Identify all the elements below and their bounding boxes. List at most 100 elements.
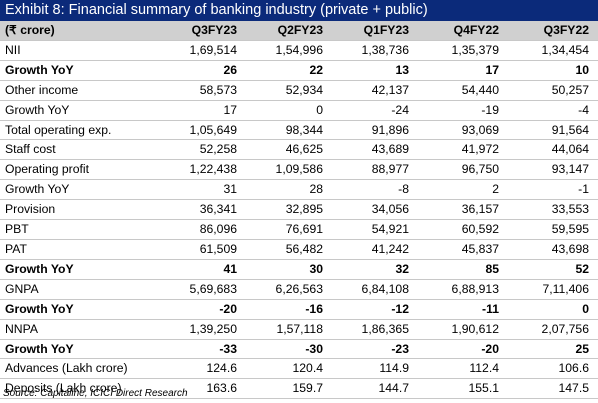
- table-cell: -24: [332, 100, 418, 121]
- table-cell: 144.7: [332, 378, 418, 400]
- table-row: GNPA 5,69,683 6,26,563 6,84,108 6,88,913 7,11…: [0, 279, 598, 300]
- table-cell: 52,934: [246, 80, 332, 101]
- table-cell: 1,05,649: [159, 120, 246, 141]
- table-row: Total operating exp. 1,05,649 98,344 91,896…: [0, 120, 598, 141]
- table-cell: 124.6: [159, 358, 246, 380]
- table-cell: 91,564: [508, 120, 598, 141]
- table-cell: 2: [418, 179, 508, 201]
- table-cell: 52: [508, 259, 598, 280]
- table-cell: 93,147: [508, 159, 598, 181]
- table-cell: 22: [246, 60, 332, 81]
- table-cell: 41,972: [418, 139, 508, 161]
- table-cell: -4: [508, 100, 598, 121]
- exhibit-title: Exhibit 8: Financial summary of banking …: [0, 0, 598, 21]
- financial-summary-table: (₹ crore) Q3FY23 Q2FY23 Q1FY23 Q4FY22 Q3…: [0, 21, 598, 400]
- header-unit: (₹ crore): [0, 21, 159, 41]
- table-cell: 85: [418, 259, 508, 280]
- table-cell: 1,34,454: [508, 40, 598, 61]
- header-q3fy23: Q3FY23: [159, 21, 246, 41]
- table-cell: 1,90,612: [418, 319, 508, 340]
- table-row: Provision 36,341 32,895 34,056 36,157 33,553: [0, 199, 598, 221]
- table-cell: 36,341: [159, 199, 246, 221]
- table-cell: 50,257: [508, 80, 598, 101]
- table-cell: 155.1: [418, 378, 508, 400]
- table-row: Growth YoY -33 -30 -23 -20 25: [0, 339, 598, 360]
- header-q2fy23: Q2FY23: [246, 21, 332, 41]
- table-cell: -33: [159, 339, 246, 360]
- table-row: NNPA 1,39,250 1,57,118 1,86,365 1,90,612 2,07…: [0, 319, 598, 340]
- table-cell: 58,573: [159, 80, 246, 101]
- table-row: Advances (Lakh crore) 124.6 120.4 114.9 112.…: [0, 358, 598, 380]
- row-label: Growth YoY: [0, 100, 159, 121]
- table-cell: 36,157: [418, 199, 508, 221]
- table-cell: 44,064: [508, 139, 598, 161]
- table-cell: 1,57,118: [246, 319, 332, 340]
- table-cell: 1,69,514: [159, 40, 246, 61]
- table-cell: 33,553: [508, 199, 598, 221]
- table-cell: 17: [159, 100, 246, 121]
- table-cell: 120.4: [246, 358, 332, 380]
- table-body: NII 1,69,514 1,54,996 1,38,736 1,35,379 1,34,…: [0, 40, 598, 400]
- table-cell: 86,096: [159, 219, 246, 240]
- row-label: Growth YoY: [0, 299, 159, 320]
- table-cell: 76,691: [246, 219, 332, 240]
- table-cell: -30: [246, 339, 332, 360]
- header-q1fy23: Q1FY23: [332, 21, 418, 41]
- table-row: Deposits (Lakh crore) 163.6 159.7 144.7 155.…: [0, 378, 598, 400]
- table-cell: 1,86,365: [332, 319, 418, 340]
- table-cell: -11: [418, 299, 508, 320]
- row-label: PAT: [0, 239, 159, 260]
- table-cell: 6,88,913: [418, 279, 508, 300]
- table-cell: 98,344: [246, 120, 332, 141]
- table-cell: 6,84,108: [332, 279, 418, 300]
- table-row: Growth YoY 31 28 -8 2 -1: [0, 179, 598, 201]
- table-cell: 34,056: [332, 199, 418, 221]
- table-row: Growth YoY 17 0 -24 -19 -4: [0, 100, 598, 121]
- table-cell: 46,625: [246, 139, 332, 161]
- table-cell: 6,26,563: [246, 279, 332, 300]
- row-label: Staff cost: [0, 139, 159, 161]
- table-cell: 31: [159, 179, 246, 201]
- table-header-row: (₹ crore) Q3FY23 Q2FY23 Q1FY23 Q4FY22 Q3…: [0, 21, 598, 41]
- table-cell: 56,482: [246, 239, 332, 260]
- table-cell: 41: [159, 259, 246, 280]
- table-cell: 1,22,438: [159, 159, 246, 181]
- table-row: Operating profit 1,22,438 1,09,586 88,977 96…: [0, 159, 598, 181]
- table-cell: 32,895: [246, 199, 332, 221]
- table-cell: -12: [332, 299, 418, 320]
- table-row: Growth YoY -20 -16 -12 -11 0: [0, 299, 598, 320]
- row-label: Other income: [0, 80, 159, 101]
- table-cell: 32: [332, 259, 418, 280]
- table-cell: -23: [332, 339, 418, 360]
- table-cell: 0: [246, 100, 332, 121]
- table-cell: 52,258: [159, 139, 246, 161]
- table-cell: 106.6: [508, 358, 598, 380]
- table-cell: 43,689: [332, 139, 418, 161]
- table-cell: 2,07,756: [508, 319, 598, 340]
- table-cell: 10: [508, 60, 598, 81]
- table-cell: 91,896: [332, 120, 418, 141]
- table-cell: 28: [246, 179, 332, 201]
- table-cell: 54,440: [418, 80, 508, 101]
- source-note: Source: Capitaline, ICICI Direct Researc…: [3, 388, 188, 399]
- table-cell: 61,509: [159, 239, 246, 260]
- table-cell: 26: [159, 60, 246, 81]
- table-cell: 96,750: [418, 159, 508, 181]
- table-cell: 88,977: [332, 159, 418, 181]
- table-row: Staff cost 52,258 46,625 43,689 41,972 44,064: [0, 139, 598, 161]
- table-cell: 60,592: [418, 219, 508, 240]
- table-cell: 159.7: [246, 378, 332, 400]
- table-cell: 1,35,379: [418, 40, 508, 61]
- table-cell: -1: [508, 179, 598, 201]
- table-cell: 1,54,996: [246, 40, 332, 61]
- row-label: Advances (Lakh crore): [0, 358, 159, 380]
- table-cell: 13: [332, 60, 418, 81]
- table-cell: 59,595: [508, 219, 598, 240]
- row-label: Growth YoY: [0, 179, 159, 201]
- table-cell: -20: [418, 339, 508, 360]
- row-label: Deposits (Lakh crore): [0, 378, 159, 400]
- table-cell: 41,242: [332, 239, 418, 260]
- row-label: Growth YoY: [0, 259, 159, 280]
- table-cell: 114.9: [332, 358, 418, 380]
- table-row: PAT 61,509 56,482 41,242 45,837 43,698: [0, 239, 598, 260]
